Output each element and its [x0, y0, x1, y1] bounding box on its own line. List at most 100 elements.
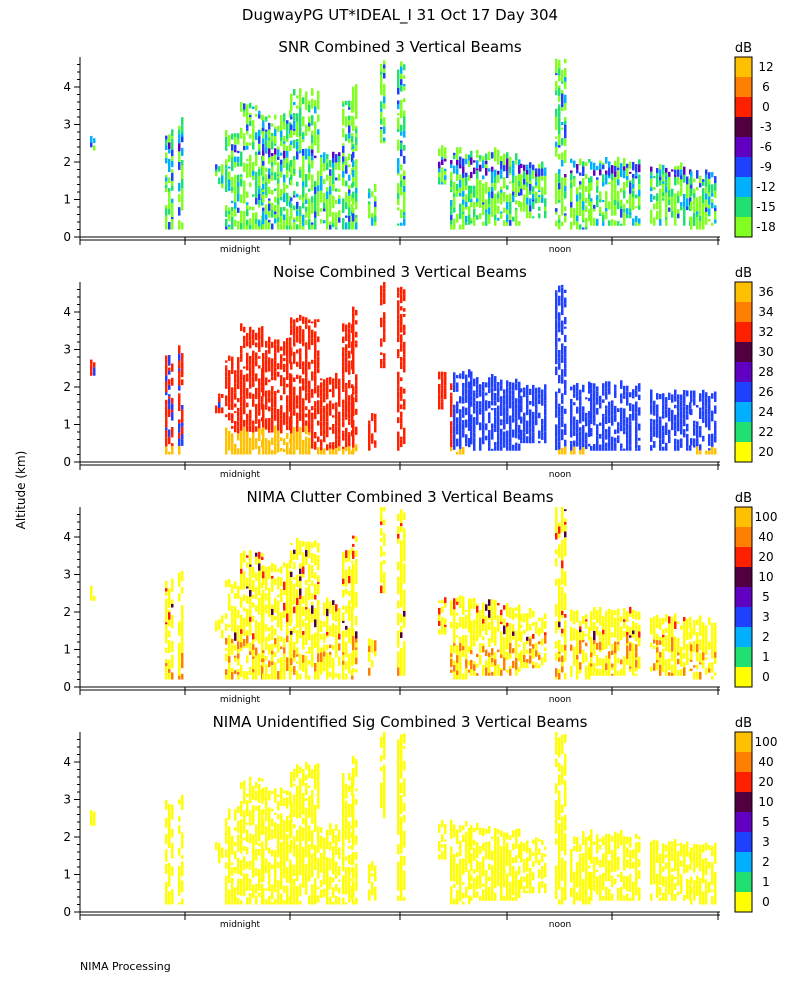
data-cell: [558, 544, 561, 548]
data-cell: [380, 325, 383, 328]
data-cell: [614, 183, 617, 190]
data-cell: [523, 209, 526, 212]
data-cell: [165, 392, 168, 396]
data-cell: [286, 375, 289, 380]
data-cell: [485, 622, 488, 629]
data-cell: [512, 160, 515, 164]
data-cell: [558, 416, 561, 426]
data-cell: [234, 164, 237, 168]
data-cell: [638, 184, 641, 190]
data-cell: [329, 654, 332, 661]
data-cell: [274, 128, 277, 137]
data-cell: [561, 77, 564, 82]
data-cell: [332, 403, 335, 410]
data-cell: [518, 159, 521, 165]
data-cell: [249, 182, 252, 188]
data-cell: [283, 592, 286, 595]
data-cell: [374, 215, 377, 222]
data-cell: [509, 429, 512, 438]
data-cell: [689, 406, 692, 409]
data-cell: [290, 93, 293, 102]
data-cell: [635, 448, 638, 451]
data-cell: [228, 443, 231, 451]
data-cell: [246, 439, 249, 445]
data-cell: [323, 419, 326, 422]
y-tick-label: 2: [63, 380, 71, 394]
data-cell: [488, 197, 491, 200]
data-cell: [228, 154, 231, 162]
data-cell: [296, 374, 299, 379]
data-cell: [532, 648, 535, 656]
data-cell: [93, 138, 96, 144]
data-cell: [317, 542, 320, 548]
data-cell: [258, 349, 261, 352]
data-cell: [400, 61, 403, 67]
data-cell: [274, 188, 277, 191]
data-cell: [355, 595, 358, 604]
data-cell: [329, 651, 332, 655]
data-cell: [290, 608, 293, 612]
data-cell: [280, 395, 283, 401]
data-cell: [165, 355, 168, 360]
data-cell: [299, 599, 302, 605]
data-cell: [355, 576, 358, 584]
data-cell: [629, 403, 632, 412]
data-cell: [317, 143, 320, 150]
data-cell: [397, 638, 400, 643]
data-cell: [296, 443, 299, 450]
data-cell: [383, 327, 386, 334]
data-cell: [290, 411, 293, 419]
data-cell: [482, 204, 485, 213]
data-cell: [479, 655, 482, 662]
data-cell: [518, 427, 521, 434]
data-cell: [261, 644, 264, 648]
data-cell: [665, 208, 668, 214]
data-cell: [403, 427, 406, 436]
data-cell: [246, 104, 249, 112]
data-cell: [635, 401, 638, 408]
data-cell: [293, 116, 296, 121]
data-cell: [293, 553, 296, 560]
data-cell: [491, 599, 494, 606]
data-cell: [348, 632, 351, 637]
data-cell: [258, 593, 261, 596]
data-cell: [585, 440, 588, 444]
data-cell: [456, 218, 459, 223]
data-cell: [286, 383, 289, 388]
data-cell: [561, 432, 564, 441]
data-cell: [283, 441, 286, 445]
data-cell: [482, 415, 485, 424]
data-cell: [585, 416, 588, 424]
data-cell: [181, 125, 184, 130]
data-cell: [268, 418, 271, 423]
data-cell: [380, 553, 383, 557]
data-cell: [252, 602, 255, 608]
data-cell: [371, 213, 374, 218]
data-cell: [468, 214, 471, 223]
data-cell: [582, 210, 585, 213]
data-cell: [283, 348, 286, 356]
data-cell: [503, 419, 506, 425]
data-cell: [383, 353, 386, 358]
data-cell: [459, 651, 462, 656]
data-cell: [470, 220, 473, 224]
data-cell: [271, 637, 274, 640]
data-cell: [497, 170, 500, 175]
data-cell: [403, 289, 406, 295]
data-cell: [329, 601, 332, 607]
data-cell: [165, 188, 168, 193]
data-cell: [491, 423, 494, 429]
data-cell: [329, 169, 332, 176]
data-cell: [293, 89, 296, 96]
data-cell: [342, 108, 345, 114]
data-cell: [585, 423, 588, 427]
data-cell: [473, 208, 476, 218]
data-cell: [277, 165, 280, 172]
data-cell: [326, 433, 329, 438]
data-cell: [680, 400, 683, 406]
colorbar-frame: [734, 56, 753, 238]
data-cell: [299, 219, 302, 225]
data-cell: [635, 175, 638, 179]
data-cell: [674, 429, 677, 436]
data-cell: [635, 164, 638, 173]
